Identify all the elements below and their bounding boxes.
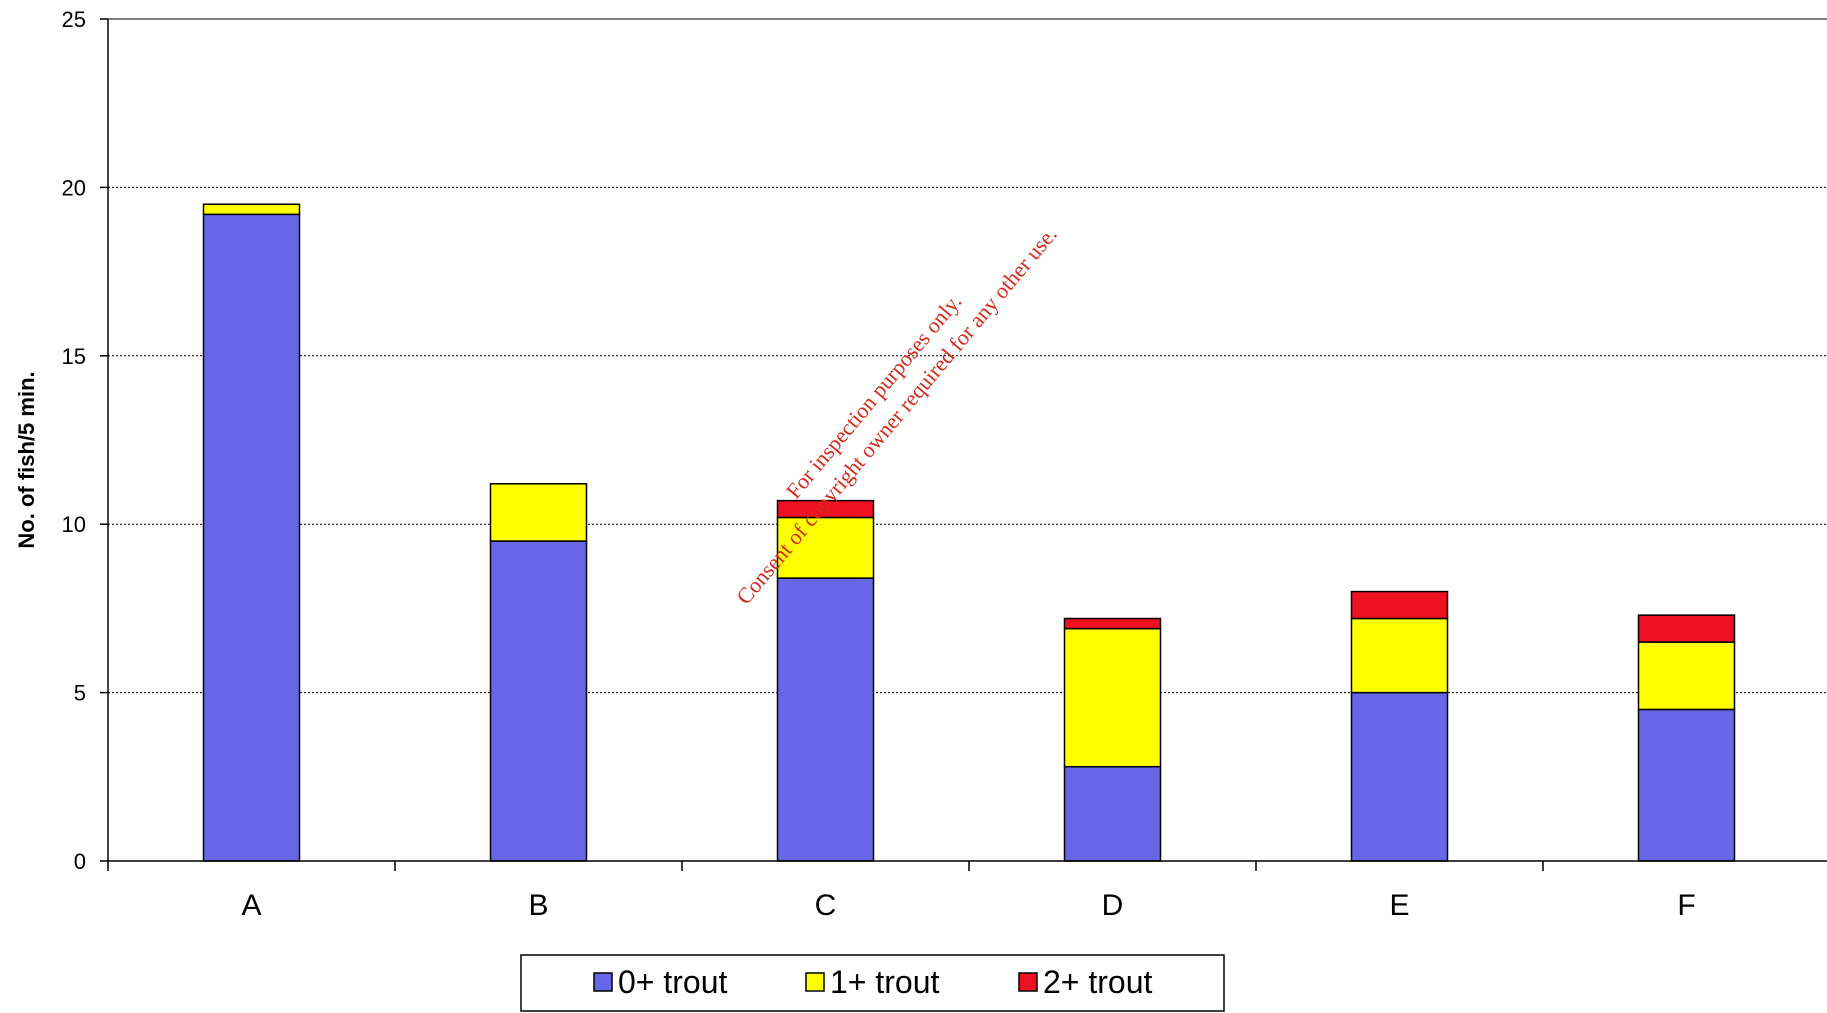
bar-A-series-0	[202, 213, 301, 862]
y-tick-label-20: 20	[62, 175, 86, 200]
legend-label-2: 2+ trout	[1043, 964, 1153, 1000]
bar-A-series-1	[202, 203, 301, 216]
legend-label-1: 1+ trout	[830, 964, 940, 1000]
x-category-label-C: C	[815, 889, 837, 922]
bar-D-series-2	[1063, 617, 1162, 630]
x-category-label-F: F	[1677, 889, 1695, 922]
watermark: For inspection purposes only. Consent of…	[731, 222, 1062, 609]
legend: 0+ trout 1+ trout 2+ trout	[520, 954, 1225, 1012]
y-tick-label-5: 5	[74, 681, 86, 706]
bar-F-series-1	[1637, 641, 1736, 711]
y-axis-ticks: 0 5 10 15 20 25	[62, 7, 108, 874]
bar-C-series-2	[776, 499, 875, 519]
bar-E-series-0	[1350, 691, 1449, 862]
y-tick-label-15: 15	[62, 344, 86, 369]
y-tick-label-10: 10	[62, 512, 86, 537]
bar-F-series-0	[1637, 708, 1736, 862]
x-axis: A B C D E F	[107, 19, 1827, 922]
watermark-line-2: Consent of copyright owner required for …	[731, 222, 1062, 609]
bar-E-series-1	[1350, 617, 1449, 694]
y-tick-label-0: 0	[74, 849, 86, 874]
legend-label-0: 0+ trout	[618, 964, 728, 1000]
bar-E-series-2	[1350, 590, 1449, 620]
y-axis-title: No. of fish/5 min.	[14, 371, 39, 548]
bars	[202, 203, 1736, 862]
x-category-label-B: B	[528, 889, 548, 922]
x-category-label-D: D	[1102, 889, 1124, 922]
bar-B-series-0	[489, 540, 588, 862]
bar-D-series-1	[1063, 627, 1162, 768]
bar-D-series-0	[1063, 765, 1162, 862]
y-tick-label-25: 25	[62, 7, 86, 32]
legend-box	[520, 954, 1225, 1012]
gridlines	[108, 18, 1827, 694]
legend-swatch-0	[593, 972, 613, 992]
bar-F-series-2	[1637, 614, 1736, 643]
legend-swatch-2	[1018, 972, 1038, 992]
x-category-label-A: A	[241, 889, 261, 922]
bar-C-series-0	[776, 577, 875, 862]
watermark-line-1: For inspection purposes only.	[781, 289, 967, 503]
bar-B-series-1	[489, 483, 588, 542]
x-category-label-E: E	[1389, 889, 1409, 922]
legend-swatch-1	[805, 972, 825, 992]
